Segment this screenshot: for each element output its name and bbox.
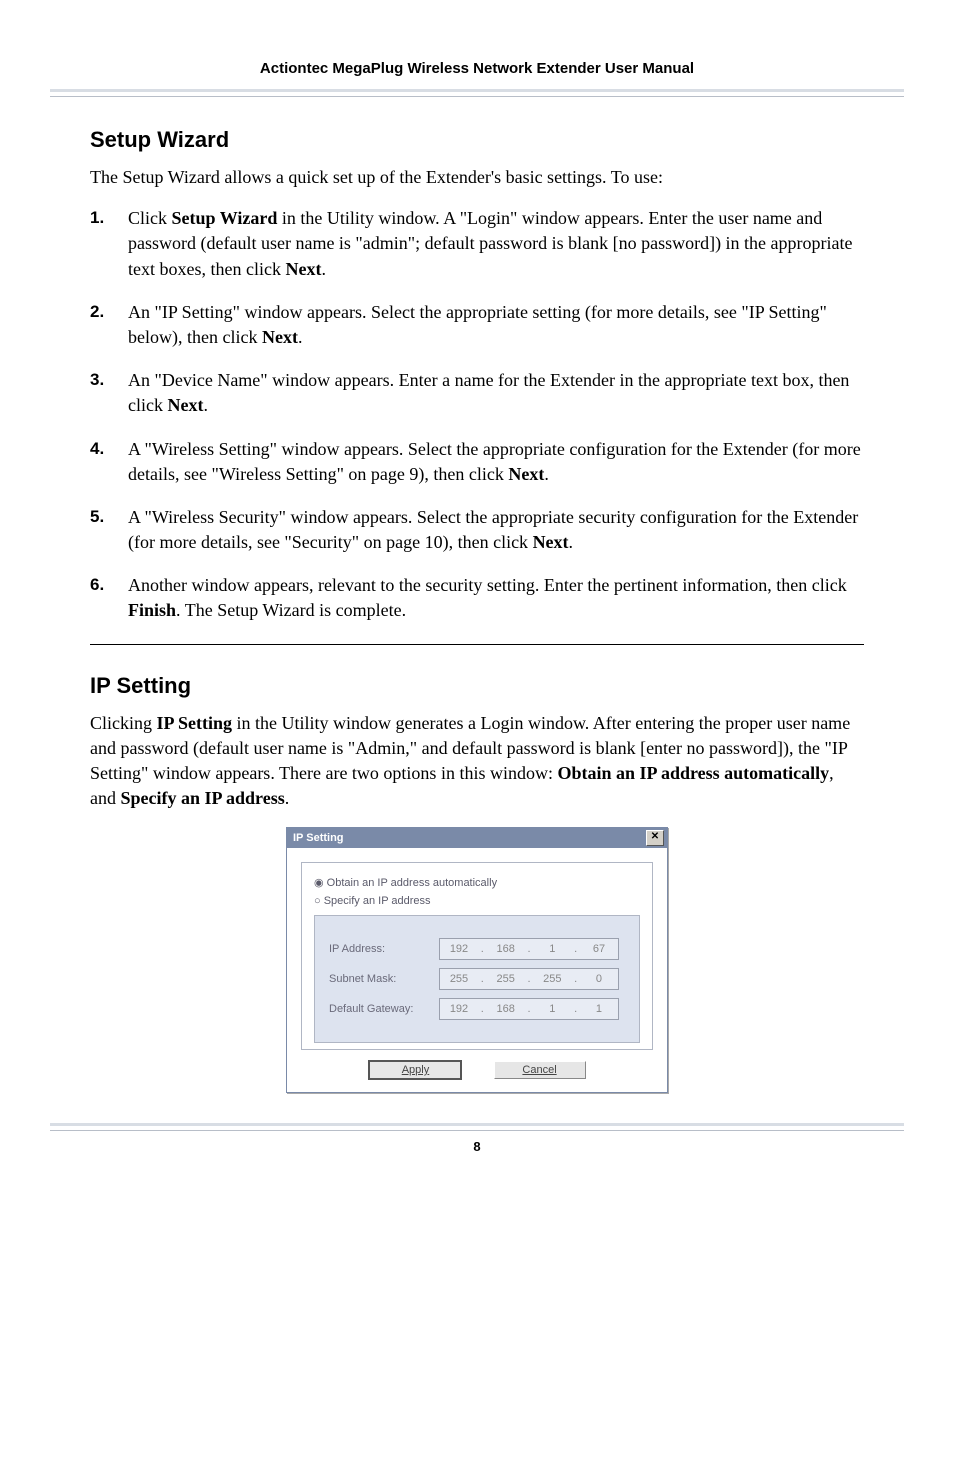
setup-wizard-heading: Setup Wizard <box>90 127 864 153</box>
address-fields-group: IP Address: 192. 168. 1. 67 Subnet Mask:… <box>314 915 640 1043</box>
ip-setting-intro: Clicking IP Setting in the Utility windo… <box>90 711 864 812</box>
step-item: Another window appears, relevant to the … <box>90 573 864 623</box>
radio-auto-label: Obtain an IP address automatically <box>327 877 497 889</box>
header-divider <box>50 89 904 97</box>
ip-octet: 168 <box>491 1003 521 1015</box>
radio-specify-label: Specify an IP address <box>324 895 431 907</box>
apply-button[interactable]: Apply <box>368 1060 462 1080</box>
steps-list: Click Setup Wizard in the Utility window… <box>90 206 864 623</box>
page-number: 8 <box>90 1139 864 1154</box>
ip-octet: 168 <box>491 943 521 955</box>
apply-button-label: Apply <box>402 1064 430 1076</box>
ip-address-input[interactable]: 192. 168. 1. 67 <box>439 938 619 960</box>
ip-address-label: IP Address: <box>329 943 439 955</box>
ip-octet: 1 <box>584 1003 614 1015</box>
default-gateway-label: Default Gateway: <box>329 1003 439 1015</box>
subnet-mask-label: Subnet Mask: <box>329 973 439 985</box>
radio-specify[interactable]: ○ Specify an IP address <box>314 895 640 907</box>
ip-octet: 255 <box>444 973 474 985</box>
step-item: A "Wireless Setting" window appears. Sel… <box>90 437 864 487</box>
radio-group: ◉ Obtain an IP address automatically ○ S… <box>301 862 653 1050</box>
ip-octet: 192 <box>444 943 474 955</box>
ip-setting-heading: IP Setting <box>90 673 864 699</box>
ip-octet: 1 <box>537 943 567 955</box>
dialog-titlebar: IP Setting ✕ <box>287 828 667 848</box>
step-item: An "IP Setting" window appears. Select t… <box>90 300 864 350</box>
cancel-button[interactable]: Cancel <box>494 1061 586 1079</box>
radio-unselected-icon: ○ <box>314 895 321 907</box>
ip-octet: 192 <box>444 1003 474 1015</box>
ip-octet: 1 <box>537 1003 567 1015</box>
ip-octet: 255 <box>537 973 567 985</box>
step-item: An "Device Name" window appears. Enter a… <box>90 368 864 418</box>
manual-header-title: Actiontec MegaPlug Wireless Network Exte… <box>90 60 864 77</box>
step-item: A "Wireless Security" window appears. Se… <box>90 505 864 555</box>
radio-selected-icon: ◉ <box>314 877 324 889</box>
dialog-title-text: IP Setting <box>293 832 344 844</box>
ip-octet: 0 <box>584 973 614 985</box>
subnet-mask-input[interactable]: 255. 255. 255. 0 <box>439 968 619 990</box>
ip-octet: 67 <box>584 943 614 955</box>
footer-divider <box>50 1123 904 1131</box>
section-divider <box>90 644 864 645</box>
step-item: Click Setup Wizard in the Utility window… <box>90 206 864 282</box>
close-icon[interactable]: ✕ <box>646 830 664 846</box>
ip-setting-dialog: IP Setting ✕ ◉ Obtain an IP address auto… <box>286 827 668 1093</box>
cancel-button-label: Cancel <box>522 1064 556 1076</box>
radio-obtain-auto[interactable]: ◉ Obtain an IP address automatically <box>314 876 640 889</box>
default-gateway-input[interactable]: 192. 168. 1. 1 <box>439 998 619 1020</box>
ip-octet: 255 <box>491 973 521 985</box>
setup-wizard-intro: The Setup Wizard allows a quick set up o… <box>90 165 864 190</box>
